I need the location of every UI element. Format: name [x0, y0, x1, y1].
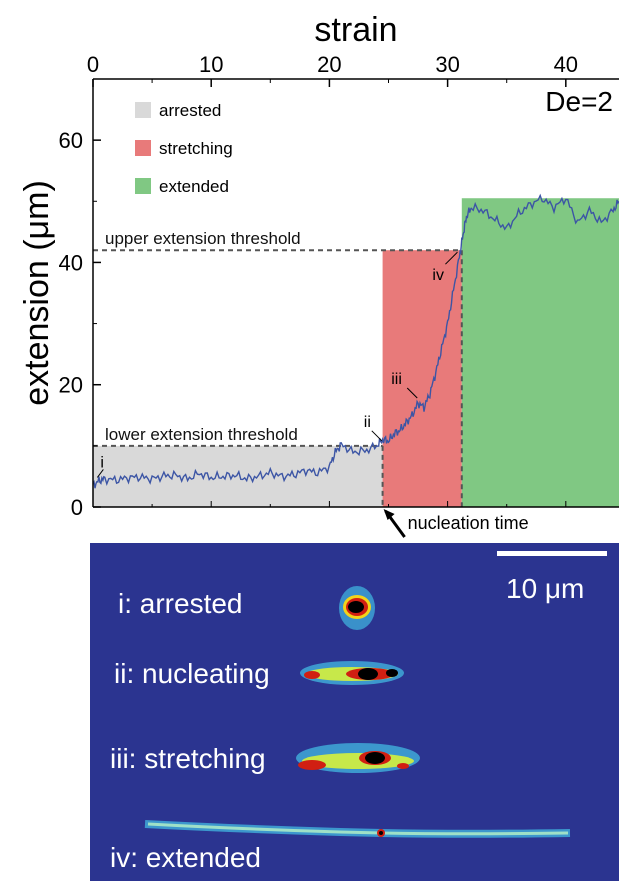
point-label: iii: [391, 371, 402, 388]
top-tick-label: 0: [87, 52, 99, 77]
legend-swatch: [135, 178, 151, 194]
micrograph-panel: 10 μm i: arrested ii: nucleating iii: st…: [90, 543, 619, 881]
micrograph-blobs: [144, 586, 571, 838]
top-tick-label: 20: [317, 52, 341, 77]
top-axis-label: strain: [314, 11, 397, 49]
y-axis-label: extension (μm): [18, 180, 56, 406]
de-annotation: De=2: [545, 86, 613, 117]
molecule-iv: [144, 820, 571, 838]
point-leader: [445, 251, 458, 265]
top-tick-label: 40: [554, 52, 578, 77]
molecule-ii: [300, 661, 404, 685]
legend-layer: arrested stretching extended: [135, 101, 233, 196]
point-leader: [96, 469, 104, 478]
top-tick-label: 30: [435, 52, 459, 77]
legend-swatch: [135, 140, 151, 156]
region-extended: [461, 198, 619, 507]
axes-layer: 0 20 40 60 0 10 20 30 40 strain extension (μm): [18, 11, 619, 520]
point-leader: [371, 430, 383, 442]
legend-swatch: [135, 102, 151, 118]
legend-label: extended: [159, 177, 229, 196]
molecule-iii: [296, 743, 420, 773]
scale-bar: [497, 551, 607, 556]
top-tick-label: 10: [199, 52, 223, 77]
point-label: iv: [432, 267, 444, 284]
point-label: i: [100, 454, 104, 471]
legend-label: stretching: [159, 139, 233, 158]
point-leader: [406, 387, 418, 399]
y-tick-label: 0: [71, 495, 83, 520]
micrograph-label-ii: ii: nucleating: [114, 658, 270, 689]
legend-label: arrested: [159, 101, 221, 120]
region-stretching: [382, 250, 462, 507]
scale-bar-label: 10 μm: [506, 573, 585, 604]
micrograph-label-i: i: arrested: [118, 588, 243, 619]
thresholds-layer: upper extension threshold lower extension…: [93, 229, 463, 507]
series-layer: [92, 193, 619, 489]
micrograph-label-iii: iii: stretching: [110, 743, 266, 774]
molecule-i: [339, 586, 375, 630]
threshold-label: lower extension threshold: [105, 425, 298, 444]
nucleation-label: nucleation time: [408, 513, 529, 533]
extension-chart: upper extension threshold lower extension…: [18, 11, 619, 538]
y-tick-label: 20: [59, 373, 83, 398]
y-tick-label: 40: [59, 250, 83, 275]
nucleation-arrowhead: [383, 509, 395, 520]
threshold-label: upper extension threshold: [105, 229, 301, 248]
point-label: ii: [364, 414, 371, 431]
series-line-0: [92, 193, 619, 489]
y-tick-label: 60: [59, 128, 83, 153]
micrograph-label-iv: iv: extended: [110, 842, 261, 873]
